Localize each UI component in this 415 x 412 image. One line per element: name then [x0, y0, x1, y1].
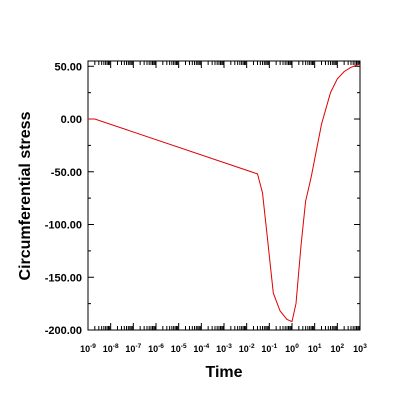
x-tick-label: 103: [353, 343, 367, 354]
y-tick-label: -200.00: [45, 325, 82, 337]
x-axis-tick-labels: 10-9 10-8 10-7 10-6 10-5 10-4 10-3 10-2 10-1 100 1…: [80, 343, 367, 354]
y-tick-label: -100.00: [45, 220, 82, 232]
x-tick-label: 10-7: [125, 343, 141, 354]
series-layer: [88, 63, 361, 323]
x-tick-label: 101: [308, 343, 322, 354]
x-tick-label: 10-6: [148, 343, 164, 354]
x-tick-label: 10-8: [103, 343, 119, 354]
x-tick-label: 10-1: [261, 343, 277, 354]
x-axis-ticks: [87, 61, 361, 330]
x-tick-label: 10-9: [80, 343, 96, 354]
y-axis-tick-labels: 50.00 0.00 -50.00 -100.00 -150.00 -200.00: [45, 61, 82, 337]
y-tick-label: -150.00: [45, 272, 82, 284]
series-line: [88, 63, 361, 323]
x-tick-label: 100: [285, 343, 299, 354]
x-tick-label: 102: [331, 343, 345, 354]
x-tick-label: 10-2: [239, 343, 255, 354]
x-tick-label: 10-5: [171, 343, 187, 354]
y-axis-label: Circumferential stress: [17, 111, 34, 280]
x-tick-label: 10-4: [193, 343, 209, 354]
y-tick-label: 50.00: [54, 61, 82, 73]
x-axis-label: Time: [205, 364, 242, 381]
y-tick-label: 0.00: [61, 114, 82, 126]
x-tick-label: 10-3: [216, 343, 232, 354]
plot-area: [87, 60, 361, 331]
y-tick-label: -50.00: [51, 167, 82, 179]
